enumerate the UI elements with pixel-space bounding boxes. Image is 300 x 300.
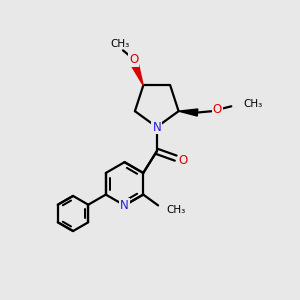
Text: O: O	[213, 103, 222, 116]
Polygon shape	[132, 64, 143, 86]
Text: O: O	[129, 53, 138, 66]
Text: N: N	[120, 199, 129, 212]
Text: CH₃: CH₃	[243, 99, 263, 109]
Text: O: O	[178, 154, 188, 167]
Text: CH₃: CH₃	[111, 39, 130, 49]
Text: CH₃: CH₃	[166, 205, 185, 215]
Text: N: N	[152, 121, 161, 134]
Polygon shape	[178, 109, 198, 116]
